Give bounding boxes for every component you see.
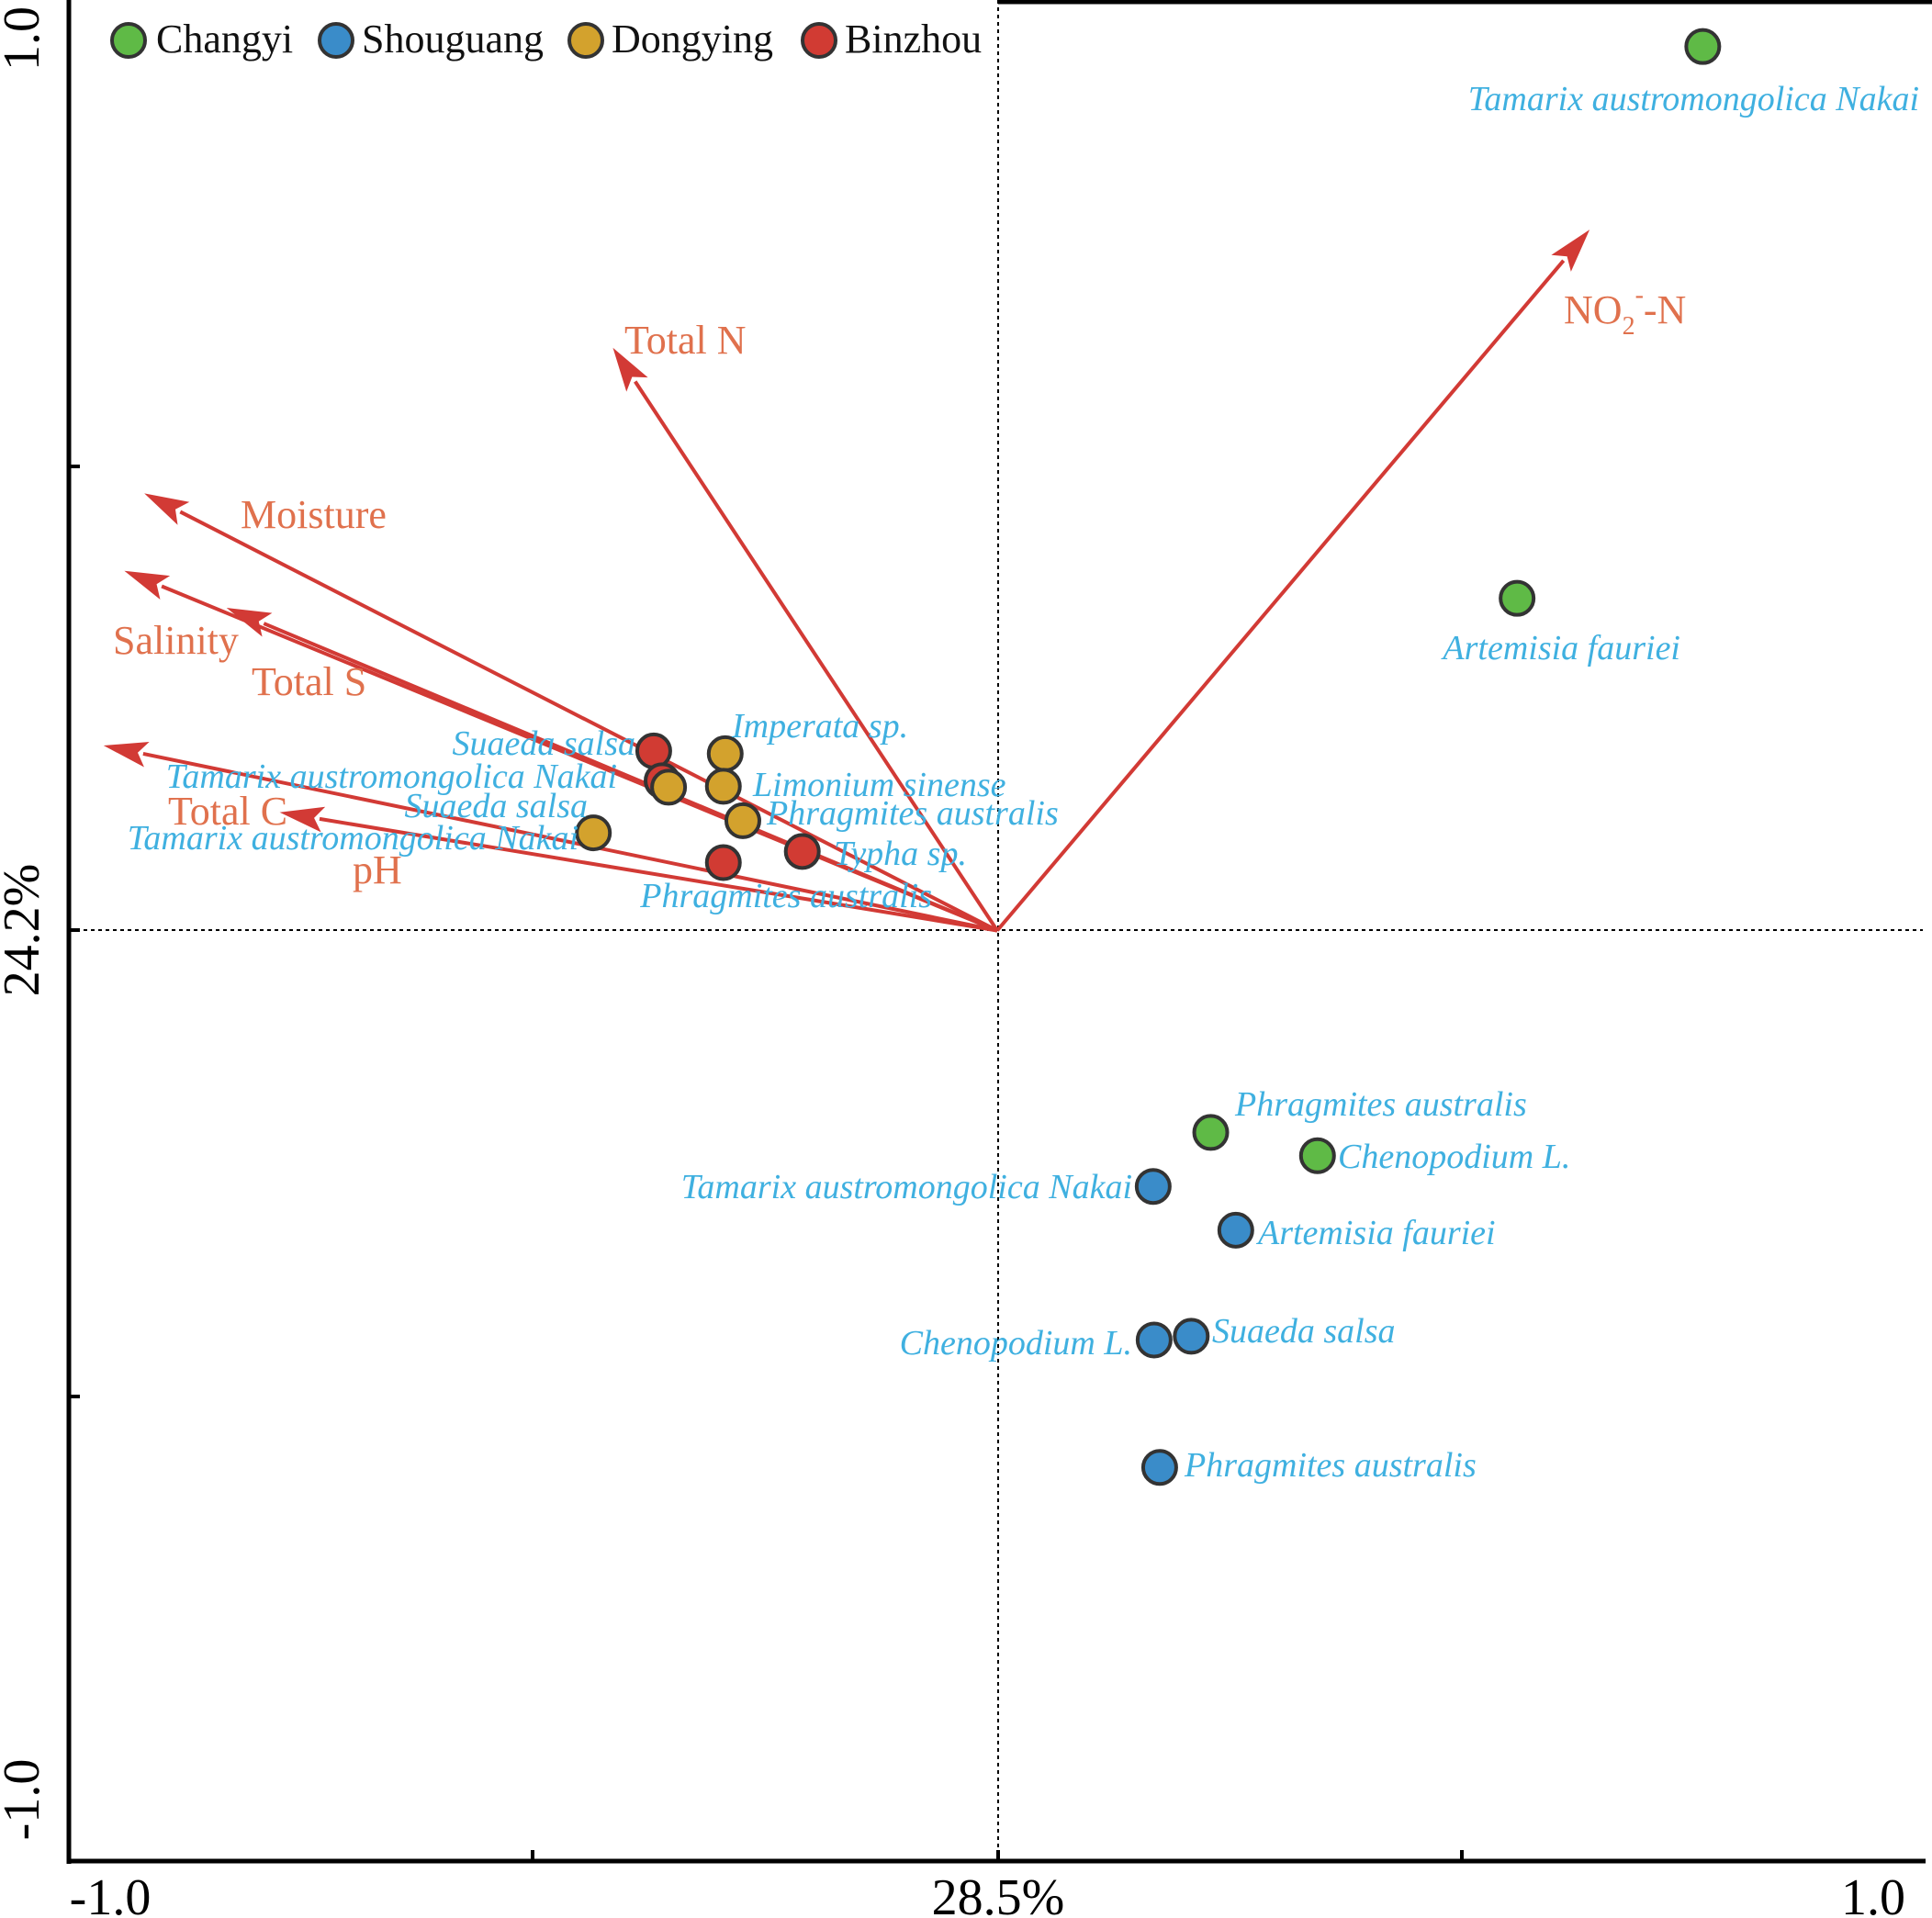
sample-point-label: Suaeda salsa xyxy=(405,787,589,825)
sample-point-label: Phragmites australis xyxy=(1234,1085,1527,1124)
vector-ph xyxy=(279,806,998,933)
sample-point-changyi xyxy=(1499,579,1536,617)
vector-total-n xyxy=(612,347,999,932)
sample-point-label: Tamarix austromongolica Nakai xyxy=(681,1168,1132,1206)
sample-point-label: Chenopodium L. xyxy=(900,1324,1132,1363)
sample-point-label: Phragmites australis xyxy=(639,877,932,915)
legend-marker-binzhou xyxy=(801,22,837,59)
vector-total-s xyxy=(226,608,998,933)
vector-moisture xyxy=(144,493,998,933)
vector-no2-n xyxy=(995,230,1590,932)
y-tick-label-min: -1.0 xyxy=(0,1759,51,1841)
sample-point-binzhou xyxy=(635,732,672,769)
sample-point-label: Tamarix austromongolica Nakai xyxy=(166,757,617,796)
sample-point-dongying xyxy=(575,814,612,852)
sample-point-label: Chenopodium L. xyxy=(1338,1138,1570,1176)
sample-point-label: Phragmites australis xyxy=(766,794,1059,833)
sample-point-shouguang xyxy=(1134,1168,1172,1206)
sample-point-dongying xyxy=(704,768,742,805)
sample-point-binzhou xyxy=(704,844,742,881)
vector-label-total-c: Total C xyxy=(168,789,287,834)
vector-label-moisture: Moisture xyxy=(241,492,387,537)
x-axis-title: 28.5% xyxy=(932,1869,1065,1918)
legend-item-shouguang: Shouguang xyxy=(318,17,544,62)
legend-marker-dongying xyxy=(567,22,604,59)
sample-points: Tamarix austromongolica Nakai Artemisia f… xyxy=(128,28,1919,1486)
sample-point-changyi xyxy=(1684,28,1722,65)
legend-item-changyi: Changyi xyxy=(110,17,293,62)
legend-label-dongying: Dongying xyxy=(612,17,773,62)
x-tick-label-min: -1.0 xyxy=(70,1869,152,1918)
vector-label-total-s: Total S xyxy=(252,659,366,704)
sample-point-label: Artemisia fauriei xyxy=(1255,1214,1496,1252)
sample-point-shouguang xyxy=(1140,1449,1178,1486)
y-axis-title: 24.2% xyxy=(0,864,51,997)
sample-point-label: Phragmites australis xyxy=(1184,1446,1477,1485)
sample-point-dongying xyxy=(724,802,761,839)
legend-item-binzhou: Binzhou xyxy=(801,17,982,62)
sample-point-changyi xyxy=(1192,1114,1230,1151)
y-tick-label-max: 1.0 xyxy=(0,6,51,71)
legend-item-dongying: Dongying xyxy=(567,17,773,62)
vector-label-ph: pH xyxy=(353,847,402,892)
legend: Changyi Shouguang Dongying Binzhou xyxy=(110,17,982,62)
legend-marker-changyi xyxy=(110,22,147,59)
vector-label-salinity: Salinity xyxy=(113,618,239,663)
sample-point-label: Artemisia fauriei xyxy=(1440,629,1680,667)
sample-point-binzhou xyxy=(783,833,821,870)
sample-point-label: Tamarix austromongolica Nakai xyxy=(1468,80,1919,118)
legend-label-binzhou: Binzhou xyxy=(845,17,982,62)
x-tick-label-max: 1.0 xyxy=(1841,1869,1905,1918)
sample-point-label: Typha sp. xyxy=(834,835,967,873)
sample-point-shouguang xyxy=(1217,1211,1254,1249)
sample-point-label: Tamarix austromongolica Nakai xyxy=(128,819,578,858)
vector-label-total-n: Total N xyxy=(624,318,747,363)
legend-marker-shouguang xyxy=(318,22,354,59)
sample-point-dongying xyxy=(650,768,688,806)
legend-label-shouguang: Shouguang xyxy=(362,17,544,62)
vector-total-c xyxy=(103,742,998,933)
sample-point-label: Suaeda salsa xyxy=(1212,1312,1396,1351)
sample-point-label: Suaeda salsa xyxy=(453,724,636,763)
vector-label-no2-n: NO2--N xyxy=(1564,281,1686,341)
legend-label-changyi: Changyi xyxy=(156,17,293,62)
sample-point-shouguang xyxy=(1135,1321,1173,1359)
sample-point-shouguang xyxy=(1173,1318,1210,1355)
sample-point-label: Imperata sp. xyxy=(731,707,908,746)
environment-vectors: Total N NO2--N Moisture Salinity Total S Tota… xyxy=(103,230,1686,933)
sample-point-changyi xyxy=(1298,1137,1336,1174)
sample-point-label: Limonium sinense xyxy=(752,766,1006,804)
